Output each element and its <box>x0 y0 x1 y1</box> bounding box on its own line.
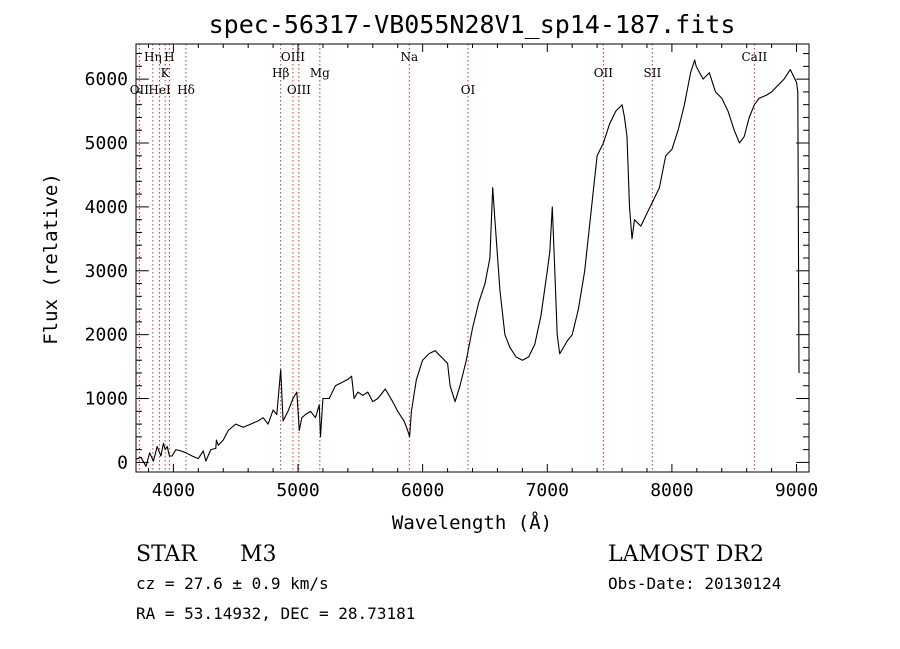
x-tick-label: 6000 <box>401 480 444 501</box>
plot-frame <box>135 43 810 473</box>
spectrum-series-line <box>136 59 800 467</box>
observation-date: Obs-Date: 20130124 <box>608 574 781 593</box>
object-subclass: M3 <box>240 542 277 567</box>
y-tick-label: 4000 <box>85 197 128 218</box>
line-marker-label: H <box>164 50 174 64</box>
plot-area <box>136 59 800 467</box>
x-tick-label: 9000 <box>775 480 818 501</box>
line-marker-label: SII <box>643 66 661 80</box>
line-marker-label: Hβ <box>272 66 289 80</box>
line-marker-label: K <box>161 66 171 80</box>
line-marker-label: OI <box>461 83 476 97</box>
y-tick-label: 5000 <box>85 133 128 154</box>
coordinates-readout: RA = 53.14932, DEC = 28.73181 <box>136 604 415 623</box>
y-tick-label: 0 <box>117 452 128 473</box>
x-tick-label: 5000 <box>276 480 319 501</box>
y-tick-label: 1000 <box>85 389 128 410</box>
line-marker-label: Hη <box>144 50 162 64</box>
emission-line-markers: OII Hη HeI KH Hδ Hβ OIII OIII Mg Na OI OII SII CaII <box>130 44 768 472</box>
survey-name: LAMOST DR2 <box>608 542 764 567</box>
x-tick-label: 7000 <box>526 480 569 501</box>
x-tick-label: 4000 <box>152 480 195 501</box>
x-tick-label: 8000 <box>650 480 693 501</box>
line-marker-label: Na <box>400 50 418 64</box>
line-marker-label: OIII <box>281 50 305 64</box>
line-marker-label: Hδ <box>177 83 195 97</box>
line-marker-label: Mg <box>310 66 330 80</box>
line-marker-label: CaII <box>741 50 767 64</box>
y-tick-label: 2000 <box>85 325 128 346</box>
line-marker-label: HeI <box>148 83 171 97</box>
axes: 4000 5000 6000 7000 8000 9000 0 1000 2000 3000 400… <box>85 44 818 501</box>
y-axis-label: Flux (relative) <box>40 173 62 345</box>
line-marker-label: OII <box>594 66 614 80</box>
object-class: STAR <box>136 542 198 567</box>
x-axis-label: Wavelength (Å) <box>392 511 552 534</box>
y-tick-label: 3000 <box>85 261 128 282</box>
chart-title: spec-56317-VB055N28V1_sp14-187.fits <box>209 10 736 39</box>
line-marker-label: OII <box>130 83 150 97</box>
redshift-readout: cz = 27.6 ± 0.9 km/s <box>136 574 329 593</box>
line-marker-label: OIII <box>287 83 311 97</box>
y-tick-label: 6000 <box>85 69 128 90</box>
